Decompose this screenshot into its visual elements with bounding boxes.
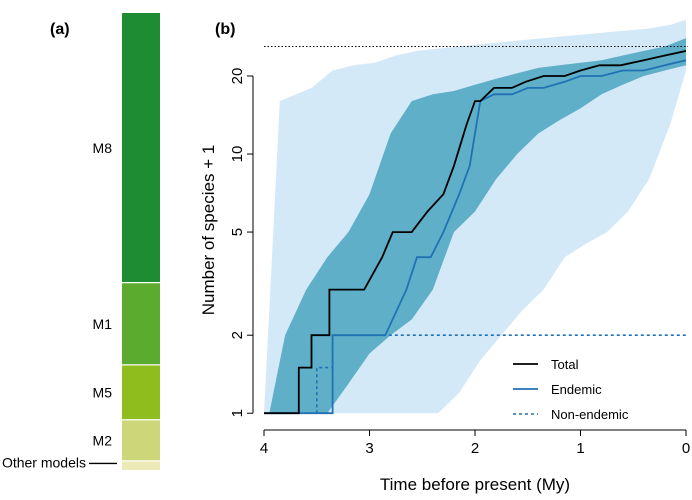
y-tick-label: 20 (229, 68, 246, 85)
panel-b-label: (b) (215, 21, 235, 38)
confidence-bands (264, 19, 686, 414)
y-tick-label: 10 (229, 146, 246, 163)
legend-label-total: Total (551, 357, 579, 372)
legend-label-endemic: Endemic (551, 382, 602, 397)
x-tick-label: 4 (260, 440, 268, 457)
bar-label-m1: M1 (93, 316, 113, 332)
y-tick-label: 2 (229, 331, 246, 339)
bar-label-m8: M8 (93, 140, 113, 156)
x-tick-label: 3 (365, 440, 373, 457)
x-tick-label: 0 (682, 440, 690, 457)
bar-label-m5: M5 (93, 384, 113, 400)
legend: Total Endemic Non-endemic (513, 357, 629, 422)
bar-segment-other-models (122, 460, 160, 470)
model-weights-stacked-bar: M8 M1 M5 M2 Other models (2, 13, 160, 470)
bar-label-m2: M2 (93, 432, 113, 448)
bar-label-other-models: Other models (2, 454, 86, 470)
bar-segment-m5 (122, 364, 160, 420)
legend-label-non-endemic: Non-endemic (551, 407, 629, 422)
x-tick-label: 2 (471, 440, 479, 457)
x-axis-title: Time before present (My) (380, 475, 570, 494)
bar-segment-m2 (122, 419, 160, 461)
y-axis-title: Number of species + 1 (199, 145, 218, 316)
y-tick-label: 1 (229, 409, 246, 417)
y-tick-label: 5 (229, 228, 246, 236)
x-tick-label: 1 (576, 440, 584, 457)
inner-confidence-band (264, 38, 686, 414)
series-line-total (264, 50, 686, 415)
bar-segment-m8 (122, 13, 160, 283)
series-lines (264, 50, 686, 415)
panel-a-label: (a) (50, 21, 70, 38)
bar-segment-m1 (122, 282, 160, 365)
